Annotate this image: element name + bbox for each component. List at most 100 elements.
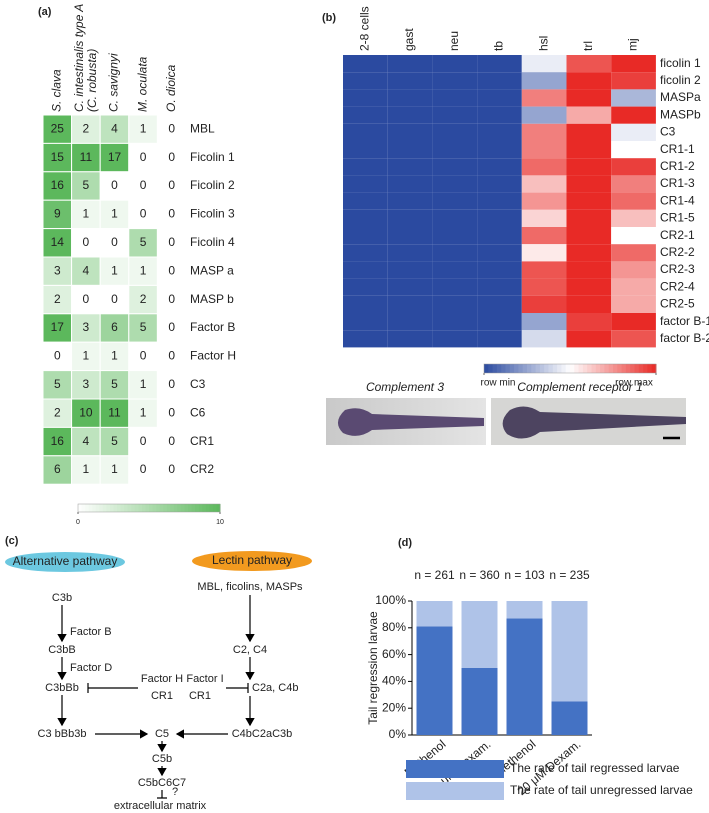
cell-value: 1 <box>111 462 118 476</box>
cell-value: 0 <box>140 462 147 476</box>
heat-cell <box>611 55 656 73</box>
heat-cell <box>343 141 388 159</box>
cell-value: 0 <box>168 434 175 448</box>
heat-cell <box>99 199 130 230</box>
colorbar-segment <box>484 364 489 373</box>
column-label: 2-8 cells <box>358 6 372 51</box>
heat-cell <box>611 89 656 107</box>
colorbar-segment <box>600 364 605 373</box>
colorbar-segment <box>535 364 541 373</box>
heat-cell <box>71 171 101 201</box>
colorbar-segment <box>617 364 623 373</box>
colorbar-label: 0 <box>76 519 80 526</box>
heat-cell <box>42 171 73 201</box>
row-label: ficolin 1 <box>660 56 701 70</box>
heat-cell <box>343 123 388 141</box>
node: ? <box>172 786 178 798</box>
heat-cell <box>521 55 567 73</box>
colorbar-frame <box>77 503 221 513</box>
heat-cell <box>477 295 522 313</box>
heat-cell <box>71 114 101 144</box>
heat-cell <box>99 114 130 144</box>
cell-value: 6 <box>111 320 118 334</box>
heat-cell <box>566 209 612 227</box>
heat-cell <box>477 106 522 124</box>
heat-cell <box>156 256 187 286</box>
cell-value: 0 <box>140 178 147 192</box>
heat-cell <box>521 244 567 262</box>
pathway-header-shape <box>192 551 312 571</box>
colorbar-segment <box>85 504 90 512</box>
heat-cell <box>343 175 388 193</box>
heat-cell <box>99 142 130 173</box>
row-label: CR1-4 <box>660 193 695 207</box>
heat-cell <box>156 370 187 400</box>
node: Factor I <box>186 673 223 685</box>
heat-cell <box>343 72 388 90</box>
heat-cell <box>566 141 612 159</box>
panel-label: (a) <box>38 6 52 18</box>
heat-cell <box>611 244 656 262</box>
row-label: factor B-2 <box>660 331 709 345</box>
cell-value: 0 <box>168 150 175 164</box>
column-label: neu <box>447 31 461 51</box>
cell-value: 11 <box>108 405 121 419</box>
cell-value: 3 <box>83 320 90 334</box>
heat-cell <box>432 175 478 193</box>
node: C3 bBb3b <box>38 728 87 740</box>
heat-cell <box>128 455 158 485</box>
cell-value: 1 <box>111 349 118 363</box>
heat-cell <box>387 55 433 73</box>
column-label: gast <box>402 28 416 51</box>
heat-cell <box>387 158 433 176</box>
heat-cell <box>71 398 101 428</box>
heat-cell <box>477 261 522 279</box>
heat-cell <box>42 228 73 258</box>
heat-cell <box>477 192 522 210</box>
heat-cell <box>42 114 73 144</box>
heat-cell <box>42 341 73 372</box>
colorbar-segment <box>651 364 657 373</box>
heat-cell <box>128 228 158 258</box>
cell-value: 1 <box>111 263 118 277</box>
colorbar-segment <box>514 364 519 373</box>
pathway-header: Alternative pathway <box>13 554 118 568</box>
node: C2, C4 <box>233 644 267 656</box>
pathway-header-shape <box>5 552 125 572</box>
y-tick-label: 40% <box>382 674 406 688</box>
heat-cell <box>128 142 158 173</box>
bar-segment <box>551 701 588 735</box>
heat-cell <box>99 398 130 428</box>
colorbar-segment <box>102 504 107 512</box>
heat-cell <box>611 72 656 90</box>
heat-cell <box>477 227 522 245</box>
colorbar-segment <box>527 364 532 373</box>
heat-cell <box>477 209 522 227</box>
column-label: M. oculata <box>135 56 149 112</box>
colorbar-segment <box>78 504 83 512</box>
colorbar-segment <box>565 364 571 373</box>
cell-value: 0 <box>83 235 90 249</box>
cell-value: 1 <box>111 207 118 221</box>
cell-value: 16 <box>51 178 65 192</box>
colorbar-segment <box>209 504 214 512</box>
heat-cell <box>521 278 567 296</box>
bar-segment <box>506 601 543 619</box>
y-tick-label: 60% <box>382 647 406 661</box>
heat-cell <box>477 72 522 90</box>
heat-cell <box>477 89 522 107</box>
heat-cell <box>521 175 567 193</box>
heat-cell <box>387 209 433 227</box>
heat-cell <box>387 89 433 107</box>
colorbar-label: row max <box>615 378 653 389</box>
colorbar-segment <box>548 364 554 373</box>
heat-cell <box>343 158 388 176</box>
column-label: tb <box>492 41 506 51</box>
colorbar-segment <box>99 504 104 512</box>
colorbar-segment <box>92 504 97 512</box>
bar-segment <box>461 601 498 668</box>
bar-annotation: n = 261 <box>414 568 455 582</box>
colorbar-segment <box>198 504 203 512</box>
heat-cell <box>128 284 158 315</box>
